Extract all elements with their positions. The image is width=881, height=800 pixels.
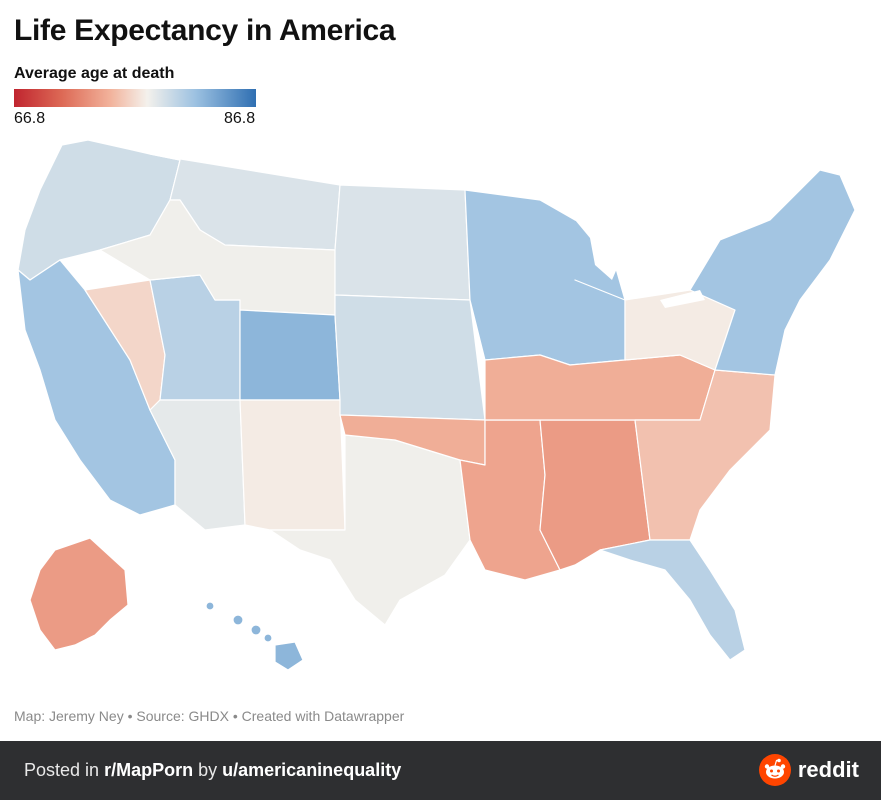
reddit-wordmark: reddit bbox=[797, 757, 859, 782]
region-midwest-north bbox=[464, 189, 626, 366]
region-dakotas bbox=[334, 184, 471, 301]
region-florida bbox=[599, 539, 746, 661]
posted-in-text: Posted in r/MapPorn by u/americaninequal… bbox=[24, 760, 401, 781]
region-colorado bbox=[239, 309, 341, 401]
page-title: Life Expectancy in America bbox=[14, 14, 396, 47]
legend-color-bar bbox=[14, 89, 256, 107]
posted-prefix: Posted in bbox=[24, 760, 100, 780]
region-nebraska-kansas bbox=[334, 294, 486, 421]
reddit-logo[interactable]: reddit bbox=[758, 754, 859, 786]
legend-min-value: 66.8 bbox=[14, 110, 46, 127]
great-lakes bbox=[575, 220, 705, 308]
user-link[interactable]: u/americaninequality bbox=[222, 760, 402, 780]
region-tennessee-kentucky bbox=[484, 354, 716, 421]
choropleth-map bbox=[17, 139, 856, 671]
legend-max-value: 86.8 bbox=[224, 110, 256, 127]
map-credit: Map: Jeremy Ney • Source: GHDX • Created… bbox=[14, 708, 405, 724]
region-hawaii bbox=[205, 601, 304, 671]
reddit-footer-bar: Posted in r/MapPorn by u/americaninequal… bbox=[0, 741, 881, 800]
legend-title: Average age at death bbox=[14, 65, 175, 82]
posted-by: by bbox=[198, 760, 218, 780]
region-new-mexico bbox=[239, 399, 346, 531]
region-northeast bbox=[689, 169, 856, 376]
subreddit-link[interactable]: r/MapPorn bbox=[104, 760, 194, 780]
region-alaska bbox=[29, 537, 129, 651]
reddit-alien-icon bbox=[758, 754, 791, 786]
